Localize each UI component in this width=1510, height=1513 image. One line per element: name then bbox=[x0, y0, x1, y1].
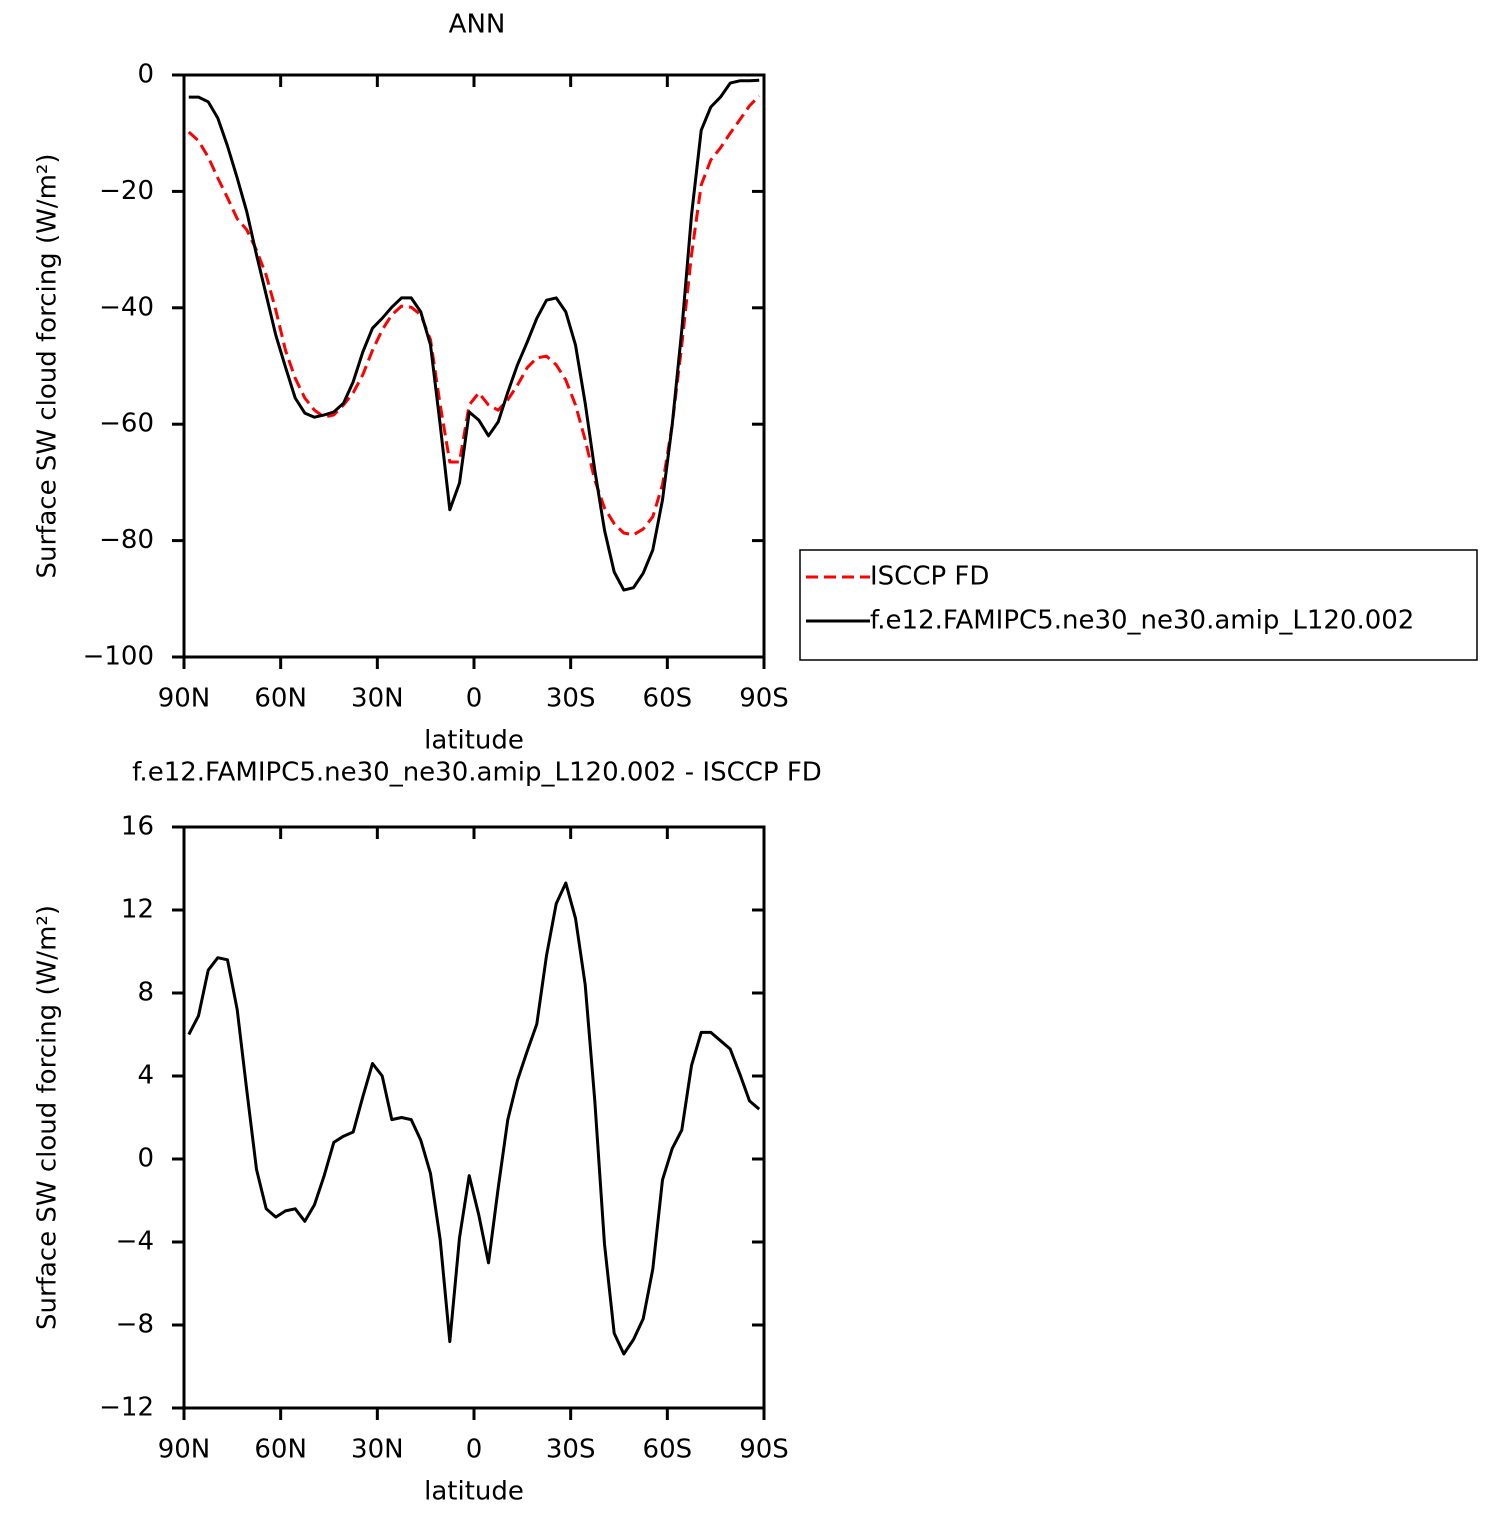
x-tick-label: 60S bbox=[643, 684, 693, 714]
y-axis-label: Surface SW cloud forcing (W/m²) bbox=[33, 905, 63, 1330]
x-tick-label: 0 bbox=[466, 1435, 483, 1465]
chart-title: ANN bbox=[449, 10, 506, 40]
x-tick-label: 30S bbox=[546, 684, 596, 714]
chart-title: f.e12.FAMIPC5.ne30_ne30.amip_L120.002 - … bbox=[132, 758, 822, 788]
data-line bbox=[187, 94, 761, 537]
x-axis-label: latitude bbox=[424, 1477, 524, 1507]
y-tick-label: 4 bbox=[137, 1061, 154, 1091]
y-tick-label: 8 bbox=[137, 978, 154, 1008]
x-tick-label: 30S bbox=[546, 1435, 596, 1465]
x-tick-label: 60N bbox=[254, 1435, 307, 1465]
y-tick-label: 0 bbox=[137, 1144, 154, 1174]
x-tick-label: 60N bbox=[254, 684, 307, 714]
legend-box bbox=[799, 549, 1478, 661]
x-tick-label: 30N bbox=[351, 1435, 404, 1465]
x-tick-label: 90S bbox=[739, 1435, 789, 1465]
y-axis-label: Surface SW cloud forcing (W/m²) bbox=[33, 154, 63, 579]
x-tick-label: 90N bbox=[158, 684, 211, 714]
plot-frame bbox=[182, 825, 766, 1410]
y-tick-label: −80 bbox=[99, 525, 154, 555]
y-tick-label: 12 bbox=[121, 895, 154, 925]
y-tick-label: −12 bbox=[99, 1393, 154, 1423]
x-axis-label: latitude bbox=[424, 726, 524, 756]
x-tick-label: 0 bbox=[466, 684, 483, 714]
y-tick-label: −40 bbox=[99, 292, 154, 322]
x-tick-label: 90N bbox=[158, 1435, 211, 1465]
legend-label: ISCCP FD bbox=[870, 562, 989, 592]
data-line bbox=[188, 78, 760, 592]
y-tick-label: 0 bbox=[137, 60, 154, 90]
y-tick-label: 16 bbox=[121, 812, 154, 842]
legend-label: f.e12.FAMIPC5.ne30_ne30.amip_L120.002 bbox=[870, 606, 1414, 636]
x-tick-label: 30N bbox=[351, 684, 404, 714]
y-tick-label: −100 bbox=[83, 642, 154, 672]
x-tick-label: 60S bbox=[643, 1435, 693, 1465]
data-line bbox=[187, 881, 761, 1356]
x-tick-label: 90S bbox=[739, 684, 789, 714]
y-tick-label: −60 bbox=[99, 409, 154, 439]
y-tick-label: −20 bbox=[99, 176, 154, 206]
y-tick-label: −4 bbox=[116, 1227, 154, 1257]
y-tick-label: −8 bbox=[116, 1310, 154, 1340]
plot-frame bbox=[182, 73, 766, 659]
